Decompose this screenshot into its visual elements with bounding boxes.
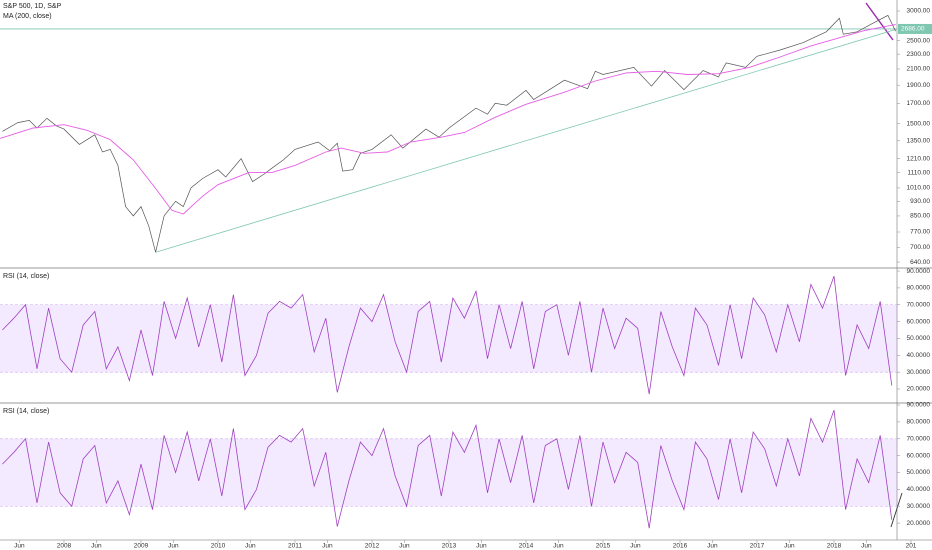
y-tick-label: 1350.00 — [907, 137, 931, 144]
y-tick-label: 2300.00 — [907, 51, 931, 58]
x-tick-label: Jun — [399, 543, 410, 550]
y-tick-label: 1110.00 — [907, 169, 930, 176]
rsi-line — [2, 275, 893, 395]
price-badge-label: 2686.00 — [901, 26, 925, 33]
y-tick-label: 60.0000 — [907, 318, 931, 325]
y-tick-label: 1500.00 — [907, 120, 931, 127]
x-tick-label: Jun — [784, 543, 795, 550]
y-tick-label: 1210.00 — [907, 155, 931, 162]
y-tick-label: 70.0000 — [907, 301, 931, 308]
y-tick-label: 90.0000 — [907, 268, 931, 275]
y-tick-label: 50.0000 — [907, 335, 931, 342]
y-tick-label: 1010.00 — [907, 185, 931, 192]
x-tick-label: 2013 — [442, 543, 457, 550]
y-tick-label: 640.00 — [910, 259, 930, 266]
x-tick-label: 2011 — [288, 543, 302, 550]
y-tick-label: 2100.00 — [907, 66, 931, 73]
y-tick-label: 1900.00 — [907, 82, 931, 89]
y-tick-label: 70.0000 — [907, 435, 931, 442]
panel-title: RSI (14, close) — [3, 273, 49, 280]
y-tick-label: 2500.00 — [907, 37, 931, 44]
y-tick-label: 90.0000 — [907, 402, 931, 409]
y-tick-label: 80.0000 — [907, 419, 931, 426]
x-tick-label: Jun — [168, 543, 179, 550]
x-tick-label: Jun — [476, 543, 487, 550]
y-tick-label: 850.00 — [910, 213, 930, 220]
drawn-line — [890, 492, 903, 528]
rsi-band — [0, 438, 897, 507]
x-tick-label: Jun — [14, 543, 25, 550]
rsi-line — [2, 409, 893, 529]
x-tick-label: 2017 — [750, 543, 765, 550]
x-tick-label: Jun — [245, 543, 256, 550]
x-tick-label: Jun — [91, 543, 102, 550]
x-tick-label: Jun — [553, 543, 564, 550]
y-tick-label: 30.0000 — [907, 369, 931, 376]
x-tick-label: Jun — [707, 543, 718, 550]
legend-label: S&P 500, 1D, S&P — [3, 3, 62, 10]
x-tick-label: Jun — [322, 543, 333, 550]
series-line — [0, 24, 896, 215]
x-tick-label: 201 — [906, 543, 917, 550]
x-tick-label: Jun — [630, 543, 641, 550]
y-tick-label: 930.00 — [910, 198, 930, 205]
x-tick-label: Jun — [861, 543, 872, 550]
y-tick-label: 50.0000 — [907, 469, 931, 476]
y-tick-label: 80.0000 — [907, 285, 931, 292]
y-tick-label: 30.0000 — [907, 503, 931, 510]
x-tick-label: 2012 — [365, 543, 380, 550]
x-tick-label: 2018 — [827, 543, 842, 550]
y-tick-label: 700.00 — [910, 244, 930, 251]
x-tick-label: 2016 — [673, 543, 688, 550]
x-tick-label: 2010 — [211, 543, 226, 550]
series-line — [2, 14, 896, 253]
y-tick-label: 60.0000 — [907, 452, 931, 459]
trend-line — [155, 28, 898, 253]
y-tick-label: 3000.00 — [907, 8, 931, 15]
rsi-band — [0, 304, 897, 373]
price-badge — [898, 23, 932, 34]
x-tick-label: 2009 — [134, 543, 149, 550]
x-tick-label: 2015 — [596, 543, 611, 550]
y-tick-label: 20.0000 — [907, 520, 931, 527]
legend-label: MA (200, close) — [3, 13, 52, 20]
panel-title: RSI (14, close) — [3, 408, 49, 415]
y-tick-label: 770.00 — [910, 229, 930, 236]
drawn-line — [865, 2, 894, 41]
y-tick-label: 20.0000 — [907, 386, 931, 393]
y-tick-label: 40.0000 — [907, 352, 931, 359]
y-tick-label: 1700.00 — [907, 100, 931, 107]
x-tick-label: 2014 — [519, 543, 534, 550]
y-tick-label: 40.0000 — [907, 486, 931, 493]
x-tick-label: 2008 — [57, 543, 72, 550]
